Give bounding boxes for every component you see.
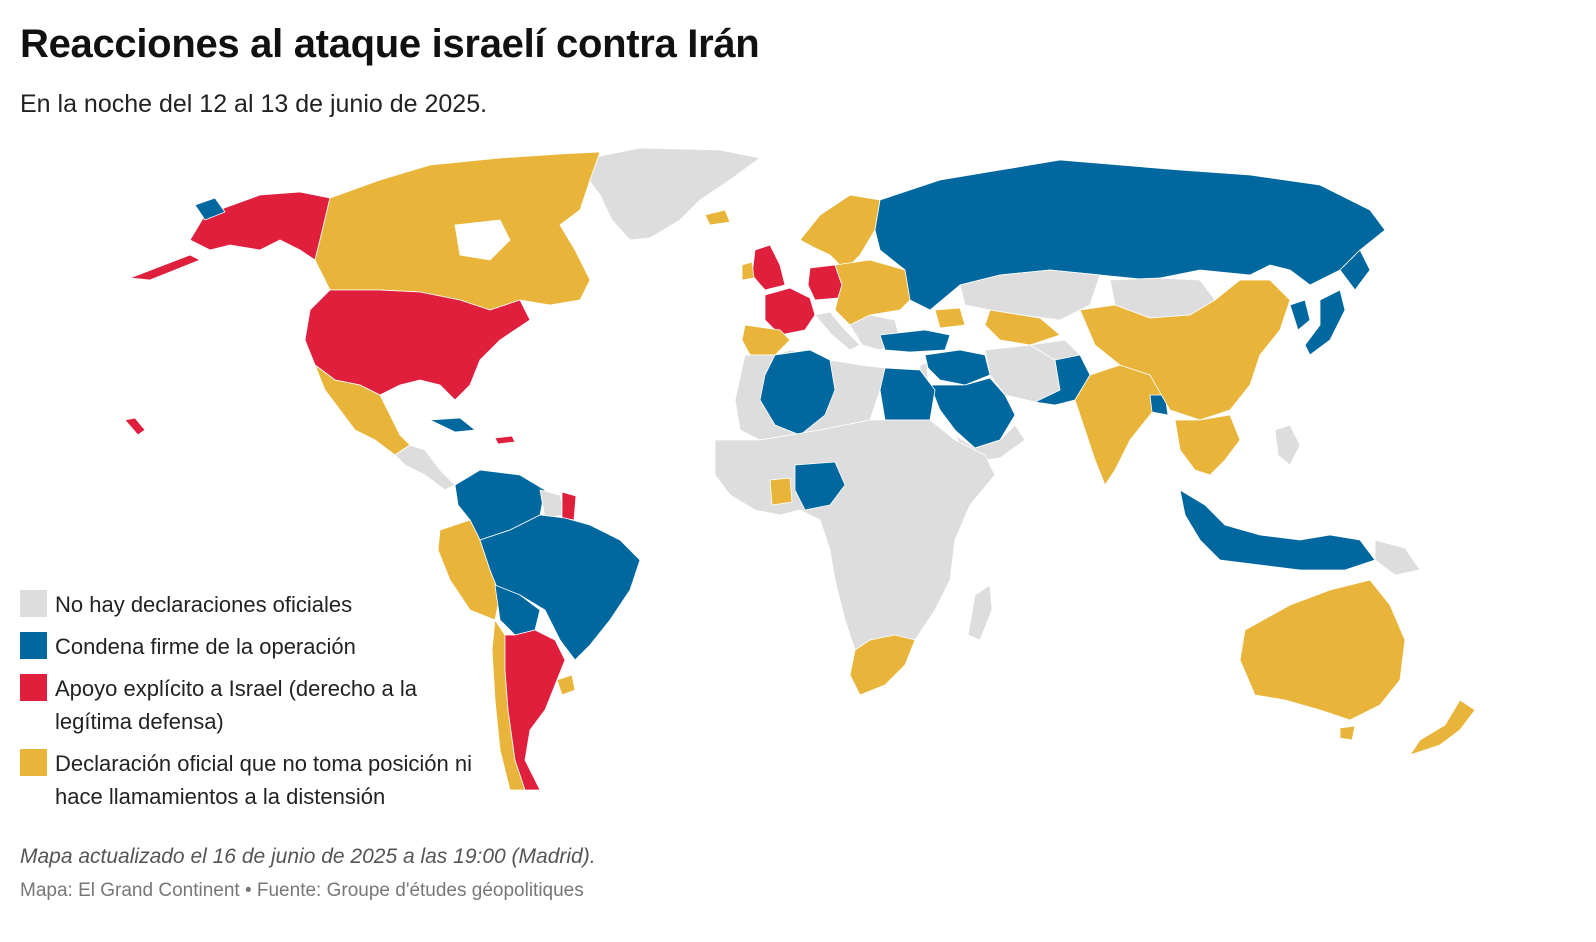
region-ireland[interactable] [741, 261, 755, 281]
legend-swatch-support [20, 674, 47, 701]
legend-swatch-none [20, 590, 47, 617]
region-algeria[interactable] [759, 349, 836, 436]
region-greenland[interactable] [579, 147, 761, 241]
region-turkey[interactable] [879, 329, 951, 353]
region-bangladesh[interactable] [1149, 394, 1169, 416]
legend-label-none: No hay declaraciones oficiales [55, 592, 353, 617]
legend-label-neutral: Declaración oficial que no toma posición… [55, 751, 473, 809]
legend-item-condemn: Condena firme de la operación [20, 630, 490, 663]
region-italy[interactable] [814, 311, 861, 351]
region-tasmania[interactable] [1339, 725, 1356, 741]
region-syria-iraq[interactable] [924, 349, 991, 386]
region-philippines[interactable] [1274, 424, 1301, 466]
update-note: Mapa actualizado el 16 de junio de 2025 … [20, 845, 596, 868]
region-argentina[interactable] [504, 629, 566, 791]
legend-item-none: No hay declaraciones oficiales [20, 588, 490, 621]
region-united-kingdom[interactable] [751, 244, 786, 291]
region-madagascar[interactable] [967, 584, 993, 641]
legend-swatch-neutral [20, 749, 47, 776]
legend-label-condemn: Condena firme de la operación [55, 634, 356, 659]
region-west-africa-coast[interactable] [769, 477, 793, 506]
region-hawaii[interactable] [124, 417, 146, 436]
region-scandinavia[interactable] [799, 194, 881, 271]
legend-label-support: Apoyo explícito a Israel (derecho a la l… [55, 676, 417, 734]
region-central-america[interactable] [394, 444, 456, 491]
region-caucasus[interactable] [934, 307, 966, 329]
region-hudson-bay [454, 219, 511, 261]
source-credit: Mapa: El Grand Continent • Fuente: Group… [20, 880, 584, 901]
region-chukotka[interactable] [194, 197, 226, 221]
region-iceland[interactable] [704, 209, 731, 226]
region-saudi-arabia[interactable] [929, 377, 1016, 449]
region-uruguay[interactable] [556, 674, 576, 696]
region-south-africa[interactable] [849, 634, 916, 696]
legend: No hay declaraciones oficiales Condena f… [20, 588, 490, 822]
region-nigeria[interactable] [794, 461, 846, 511]
region-france[interactable] [764, 287, 816, 336]
region-guyana[interactable] [539, 489, 566, 519]
map-title: Reacciones al ataque israelí contra Irán [20, 22, 760, 66]
region-ecuador-peru[interactable] [437, 519, 501, 621]
region-french-guiana[interactable] [561, 491, 577, 521]
region-china[interactable] [1079, 279, 1291, 421]
legend-item-neutral: Declaración oficial que no toma posición… [20, 747, 490, 813]
region-southeast-asia[interactable] [1174, 414, 1241, 476]
region-caribbean-islands[interactable] [494, 435, 516, 445]
region-sub-saharan-africa[interactable] [714, 419, 996, 666]
region-alaska[interactable] [189, 191, 331, 261]
legend-item-support: Apoyo explícito a Israel (derecho a la l… [20, 672, 490, 738]
region-aleutian[interactable] [129, 254, 201, 281]
region-korea-japan[interactable] [1289, 289, 1346, 356]
region-papua[interactable] [1374, 539, 1421, 576]
region-india[interactable] [1074, 364, 1166, 486]
world-map [124, 147, 1476, 791]
map-subtitle: En la noche del 12 al 13 de junio de 202… [20, 90, 488, 118]
region-kamchatka[interactable] [1339, 249, 1371, 291]
legend-swatch-condemn [20, 632, 47, 659]
region-kazakhstan[interactable] [959, 269, 1101, 321]
region-pakistan[interactable] [1033, 354, 1091, 406]
region-cuba[interactable] [428, 417, 477, 433]
region-new-zealand[interactable] [1409, 699, 1476, 756]
region-australia[interactable] [1239, 579, 1406, 721]
region-russia[interactable] [874, 159, 1386, 311]
region-indonesia-malaysia[interactable] [1179, 489, 1376, 571]
